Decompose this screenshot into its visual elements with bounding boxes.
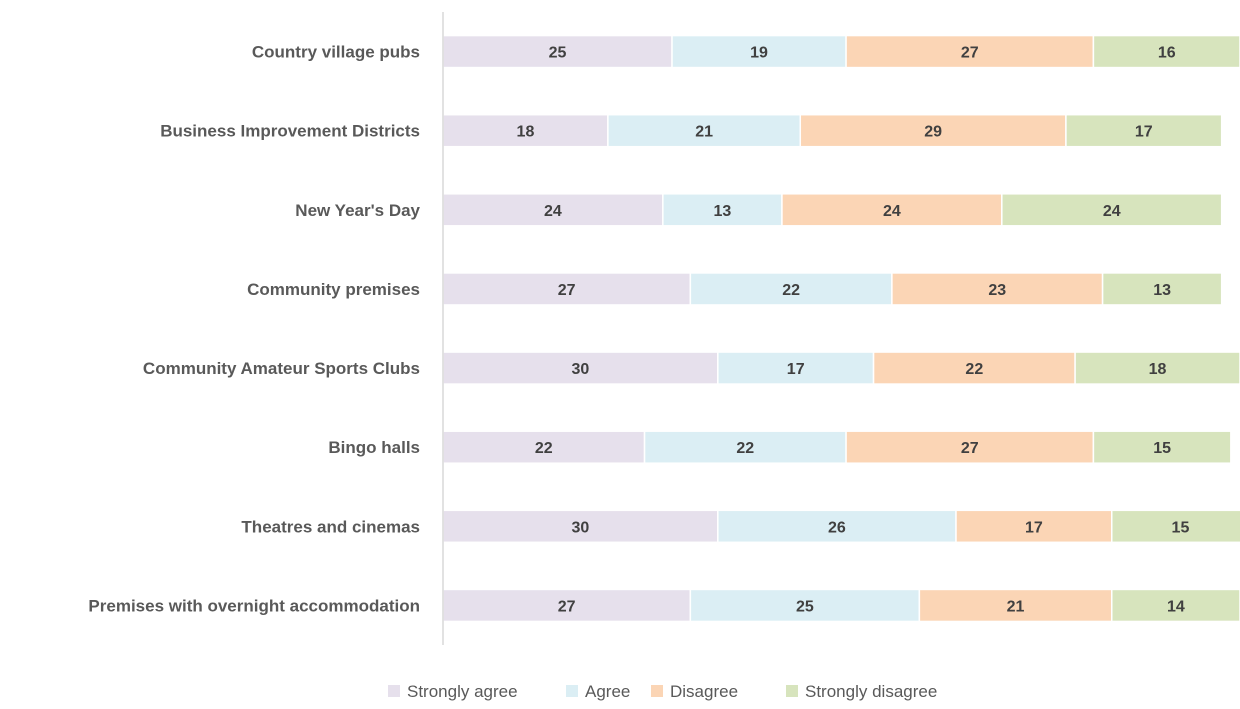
legend-swatch-strongly-agree bbox=[388, 685, 400, 697]
category-label-new-year-s-day: New Year's Day bbox=[295, 201, 420, 220]
data-label-strongly-agree-business-improvement-districts: 18 bbox=[517, 124, 535, 141]
data-label-strongly-disagree-bingo-halls: 15 bbox=[1153, 440, 1171, 457]
data-label-disagree-new-year-s-day: 24 bbox=[883, 203, 901, 220]
data-label-agree-business-improvement-districts: 21 bbox=[695, 124, 713, 141]
data-label-strongly-disagree-community-amateur-sports-clubs: 18 bbox=[1149, 361, 1167, 378]
bar-segment-disagree-business-improvement-districts bbox=[799, 113, 1067, 148]
data-label-disagree-theatres-and-cinemas: 17 bbox=[1025, 519, 1043, 536]
data-label-agree-community-premises: 22 bbox=[782, 282, 800, 299]
bar-segment-agree-theatres-and-cinemas bbox=[717, 509, 957, 544]
bar-segment-strongly-disagree-theatres-and-cinemas bbox=[1110, 509, 1240, 544]
data-label-agree-bingo-halls: 22 bbox=[736, 440, 754, 457]
data-label-strongly-disagree-business-improvement-districts: 17 bbox=[1135, 124, 1153, 141]
legend-swatch-disagree bbox=[651, 685, 663, 697]
data-label-strongly-disagree-country-village-pubs: 16 bbox=[1158, 45, 1176, 62]
bar-segment-disagree-community-premises bbox=[891, 272, 1104, 306]
data-label-strongly-agree-theatres-and-cinemas: 30 bbox=[572, 519, 590, 536]
data-label-strongly-agree-community-premises: 27 bbox=[558, 282, 576, 299]
data-label-disagree-business-improvement-districts: 29 bbox=[924, 124, 942, 141]
bar-segment-strongly-agree-community-premises bbox=[442, 272, 692, 306]
data-label-strongly-agree-community-amateur-sports-clubs: 30 bbox=[572, 361, 590, 378]
legend-label-agree: Agree bbox=[585, 682, 630, 701]
category-label-bingo-halls: Bingo halls bbox=[328, 438, 420, 457]
data-label-agree-community-amateur-sports-clubs: 17 bbox=[787, 361, 805, 378]
legend-item-strongly-disagree: Strongly disagree bbox=[786, 682, 937, 701]
bar-segment-strongly-disagree-community-premises bbox=[1101, 272, 1223, 306]
bars-group: 25 19 27 16 18 21 29 17 24 13 24 24 27 22 23 13 30 17 22 18… bbox=[442, 34, 1240, 623]
category-label-country-village-pubs: Country village pubs bbox=[252, 43, 420, 62]
bar-segment-agree-country-village-pubs bbox=[671, 34, 847, 69]
legend-label-disagree: Disagree bbox=[670, 682, 738, 701]
data-label-agree-premises-with-overnight-accommodation: 25 bbox=[796, 598, 814, 615]
bar-segment-strongly-disagree-country-village-pubs bbox=[1092, 34, 1240, 69]
data-label-strongly-agree-new-year-s-day: 24 bbox=[544, 203, 562, 220]
bar-segment-strongly-agree-premises-with-overnight-accommodation bbox=[442, 588, 692, 623]
bar-segment-strongly-disagree-premises-with-overnight-accommodation bbox=[1110, 588, 1240, 623]
bar-segment-disagree-bingo-halls bbox=[845, 430, 1095, 464]
data-label-disagree-bingo-halls: 27 bbox=[961, 440, 979, 457]
data-label-disagree-community-premises: 23 bbox=[988, 282, 1006, 299]
data-label-strongly-disagree-new-year-s-day: 24 bbox=[1103, 203, 1121, 220]
data-label-disagree-premises-with-overnight-accommodation: 21 bbox=[1007, 598, 1025, 615]
bar-segment-disagree-theatres-and-cinemas bbox=[955, 509, 1113, 544]
data-label-strongly-agree-premises-with-overnight-accommodation: 27 bbox=[558, 598, 576, 615]
bar-segment-strongly-disagree-bingo-halls bbox=[1092, 430, 1232, 464]
legend-item-strongly-agree: Strongly agree bbox=[388, 682, 518, 701]
category-label-business-improvement-districts: Business Improvement Districts bbox=[160, 122, 420, 141]
legend-item-agree: Agree bbox=[566, 682, 630, 701]
data-label-strongly-disagree-theatres-and-cinemas: 15 bbox=[1172, 519, 1190, 536]
bar-segment-strongly-disagree-new-year-s-day bbox=[1001, 193, 1223, 227]
bar-segment-strongly-disagree-community-amateur-sports-clubs bbox=[1074, 351, 1240, 385]
bar-segment-disagree-community-amateur-sports-clubs bbox=[872, 351, 1076, 385]
legend-item-disagree: Disagree bbox=[651, 682, 738, 701]
bar-segment-disagree-country-village-pubs bbox=[845, 34, 1095, 69]
bar-segment-agree-premises-with-overnight-accommodation bbox=[689, 588, 921, 623]
data-label-strongly-agree-bingo-halls: 22 bbox=[535, 440, 553, 457]
category-label-community-amateur-sports-clubs: Community Amateur Sports Clubs bbox=[143, 359, 420, 378]
data-label-agree-new-year-s-day: 13 bbox=[714, 203, 732, 220]
bar-segment-disagree-premises-with-overnight-accommodation bbox=[918, 588, 1113, 623]
bar-segment-strongly-agree-theatres-and-cinemas bbox=[442, 509, 719, 544]
data-label-agree-country-village-pubs: 19 bbox=[750, 45, 768, 62]
bar-segment-agree-bingo-halls bbox=[643, 430, 847, 464]
category-label-theatres-and-cinemas: Theatres and cinemas bbox=[241, 517, 420, 536]
bar-segment-agree-community-premises bbox=[689, 272, 893, 306]
data-label-strongly-disagree-premises-with-overnight-accommodation: 14 bbox=[1167, 598, 1185, 615]
legend-swatch-strongly-disagree bbox=[786, 685, 798, 697]
data-label-strongly-agree-country-village-pubs: 25 bbox=[549, 45, 567, 62]
bar-segment-strongly-disagree-business-improvement-districts bbox=[1065, 113, 1223, 148]
bar-segment-disagree-new-year-s-day bbox=[781, 193, 1003, 227]
category-label-community-premises: Community premises bbox=[247, 280, 420, 299]
category-labels: Country village pubs Business Improvement… bbox=[88, 43, 420, 616]
data-label-disagree-community-amateur-sports-clubs: 22 bbox=[965, 361, 983, 378]
legend-label-strongly-agree: Strongly agree bbox=[407, 682, 518, 701]
bar-segment-strongly-agree-bingo-halls bbox=[442, 430, 646, 464]
data-label-strongly-disagree-community-premises: 13 bbox=[1153, 282, 1171, 299]
data-label-disagree-country-village-pubs: 27 bbox=[961, 45, 979, 62]
data-label-agree-theatres-and-cinemas: 26 bbox=[828, 519, 846, 536]
legend-label-strongly-disagree: Strongly disagree bbox=[805, 682, 937, 701]
legend: Strongly agree Agree Disagree Strongly disa… bbox=[388, 682, 937, 701]
legend-swatch-agree bbox=[566, 685, 578, 697]
category-label-premises-with-overnight-accommodation: Premises with overnight accommodation bbox=[88, 596, 420, 615]
